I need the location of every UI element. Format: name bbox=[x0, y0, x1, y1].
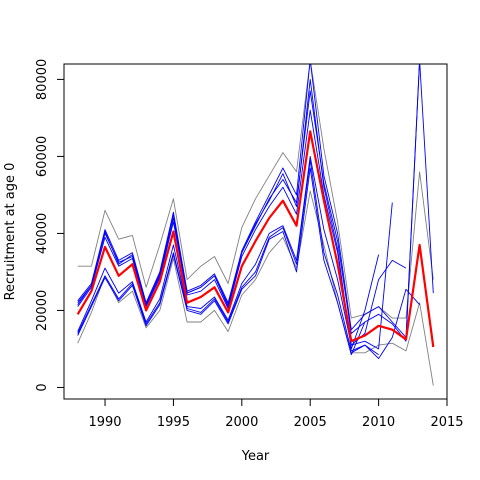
x-axis-label: Year bbox=[241, 449, 270, 464]
y-tick-label: 80000 bbox=[35, 59, 50, 100]
y-tick-label: 40000 bbox=[35, 213, 50, 254]
series-line-retro bbox=[77, 64, 420, 342]
series-line-lower-bound bbox=[77, 190, 434, 386]
series-line-retro bbox=[77, 159, 379, 356]
series-line-retro bbox=[77, 167, 366, 356]
x-tick-label: 2000 bbox=[225, 415, 258, 430]
y-tick-label: 0 bbox=[35, 383, 50, 391]
y-tick-label: 60000 bbox=[35, 136, 50, 177]
series-line-retro bbox=[77, 155, 393, 350]
series-line-retro bbox=[351, 288, 420, 360]
series-line-retro bbox=[77, 78, 380, 350]
axes: 1990 1995 2000 2005 2010 2015 0 20000 40000 60000… bbox=[35, 59, 464, 430]
x-tick-label: 1995 bbox=[157, 415, 190, 430]
x-tick-label: 2010 bbox=[362, 415, 395, 430]
plot-lines bbox=[76, 64, 435, 386]
y-axis-label: Recruitment at age 0 bbox=[3, 163, 18, 301]
series-line-retro bbox=[77, 64, 434, 338]
series-line-main bbox=[76, 130, 435, 348]
x-tick-label: 2015 bbox=[430, 415, 463, 430]
x-tick-label: 1990 bbox=[88, 415, 121, 430]
x-tick-label: 2005 bbox=[294, 415, 327, 430]
y-tick-label: 20000 bbox=[35, 290, 50, 331]
